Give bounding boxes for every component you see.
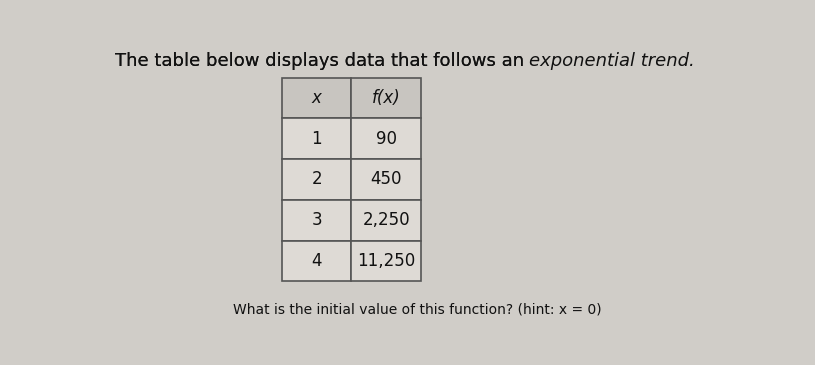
Text: 450: 450	[370, 170, 402, 188]
Text: 1: 1	[311, 130, 322, 148]
Bar	[351, 200, 421, 241]
Text: 90: 90	[376, 130, 397, 148]
Text: The table below displays data that follows an: The table below displays data that follo…	[114, 52, 530, 70]
Bar	[351, 118, 421, 159]
Text: exponential trend.: exponential trend.	[530, 52, 695, 70]
Text: 4: 4	[311, 252, 322, 270]
Text: The table below displays data that follows an: The table below displays data that follo…	[114, 52, 530, 70]
Bar	[351, 241, 421, 281]
Bar	[282, 159, 351, 200]
Text: 11,250: 11,250	[357, 252, 415, 270]
Bar	[282, 200, 351, 241]
Bar	[351, 77, 421, 118]
Bar	[282, 241, 351, 281]
Text: x: x	[311, 89, 322, 107]
Text: What is the initial value of this function? (hint: x = 0): What is the initial value of this functi…	[233, 303, 602, 316]
Text: f(x): f(x)	[372, 89, 400, 107]
Text: The table below displays data that follows an exponential trend.: The table below displays data that follo…	[114, 52, 695, 70]
Bar	[282, 77, 351, 118]
Text: 2: 2	[311, 170, 322, 188]
Text: 3: 3	[311, 211, 322, 229]
Bar	[282, 118, 351, 159]
Text: 2,250: 2,250	[363, 211, 410, 229]
Bar	[351, 159, 421, 200]
